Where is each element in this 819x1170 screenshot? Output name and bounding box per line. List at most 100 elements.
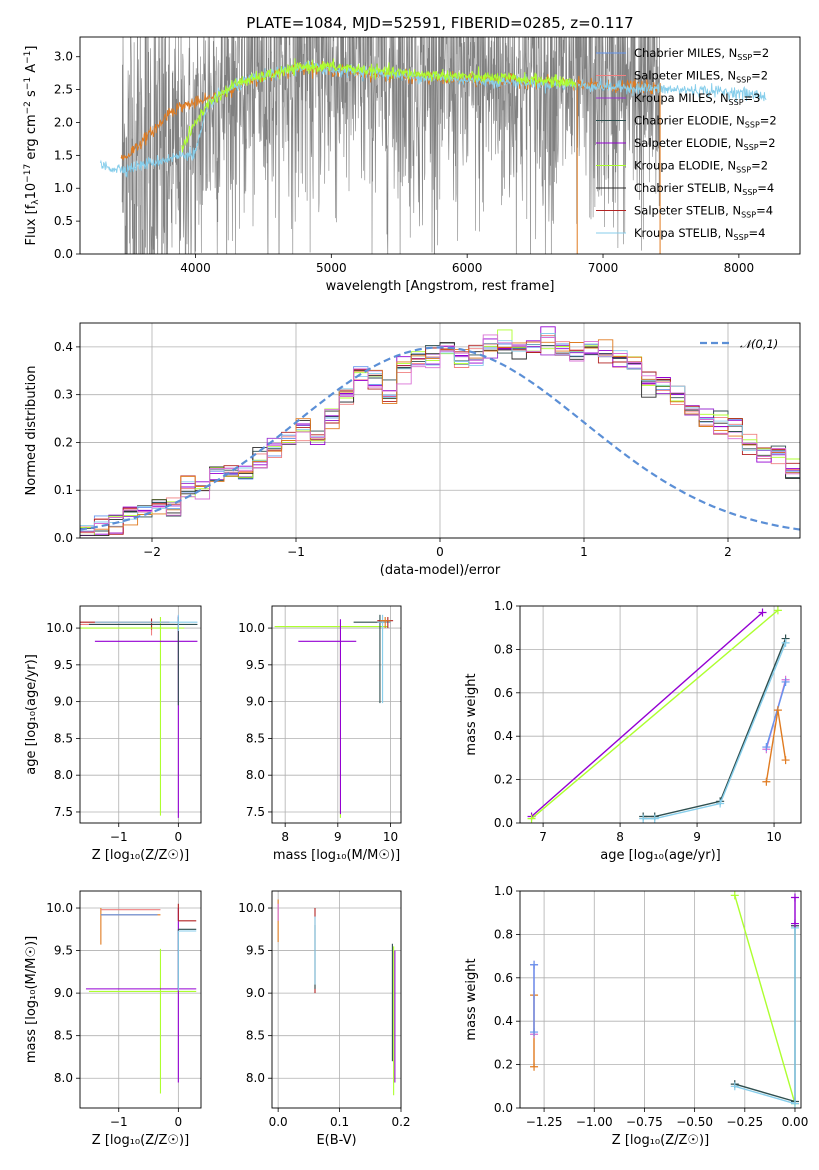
x-tick-label: 8 [281, 830, 289, 844]
legend-post: =2 [752, 46, 769, 60]
plot-area [530, 891, 799, 1108]
data-point-marker [762, 743, 771, 752]
legend-entry: Salpeter MILES, NSSP=2 [596, 69, 768, 85]
y-tick-label: 9.0 [54, 695, 73, 709]
series-line [734, 925, 796, 1103]
plot-area [80, 326, 800, 537]
series-line [531, 611, 763, 818]
x-tick-label: 9 [693, 830, 701, 844]
x-tick-label: −1 [110, 830, 128, 844]
x-tick-label: 6000 [452, 261, 483, 275]
y-tick-label: 0.4 [494, 1014, 513, 1028]
y-tick-label: 2.0 [54, 115, 73, 129]
data-point-marker [790, 919, 799, 928]
y-tick-label: 9.5 [54, 658, 73, 672]
error-cross [177, 930, 197, 991]
legend-post: =2 [760, 114, 777, 128]
legend-label: Salpeter STELIB, NSSP=4 [634, 204, 773, 220]
y-tick-label: 0.0 [54, 247, 73, 261]
x-tick-label: 0.1 [330, 1115, 349, 1129]
error-cross [88, 617, 198, 706]
y-tick-label: 7.5 [54, 805, 73, 819]
figure-title: PLATE=1084, MJD=52591, FIBERID=0285, z=0… [246, 14, 633, 32]
legend-sub: SSP [734, 233, 749, 242]
legend-sub: SSP [736, 76, 751, 85]
y-tick-label: 0.3 [54, 388, 73, 402]
x-axis-label: mass [log₁₀(M/M☉)] [273, 848, 400, 863]
y-tick-label: 10.0 [238, 901, 265, 915]
y-label-part: 10 [24, 183, 39, 200]
legend-label: 𝒩(0,1) [740, 337, 778, 351]
axes-frame [79, 36, 801, 255]
x-axis-label: Z [log₁₀(Z/Z☉)] [92, 1133, 189, 1148]
data-point-marker [781, 677, 790, 686]
y-tick-label: 0.2 [494, 1058, 513, 1072]
data-point-marker [650, 814, 659, 823]
x-tick-label: 5000 [316, 261, 347, 275]
error-cross [85, 908, 197, 1083]
legend-post: =4 [757, 181, 774, 195]
y-tick-label: 8.5 [246, 731, 265, 745]
y-label-part: Flux [f [24, 204, 39, 245]
y-tick-label: 8.0 [246, 1071, 265, 1085]
legend-sub: SSP [745, 121, 760, 130]
y-tick-label: 0.2 [494, 773, 513, 787]
chart-residuals: −2 −1 0 1 2 0.0 0.1 0.2 0.3 0.4 (data-model)/error… [24, 322, 801, 578]
series-line [734, 895, 796, 1104]
legend-entry: Salpeter STELIB, NSSP=4 [596, 204, 773, 220]
error-cross [298, 619, 357, 815]
series-line [643, 638, 787, 818]
histogram-step [80, 344, 800, 537]
y-tick-label: 9.5 [246, 658, 265, 672]
y-axis-label: age [log₁₀(age/yr)] [24, 654, 39, 775]
x-axis-label: E(B-V) [316, 1133, 356, 1148]
legend-label: Chabrier STELIB, NSSP=4 [634, 181, 774, 197]
histogram-step [80, 333, 800, 535]
x-tick-label: −2 [143, 545, 161, 559]
x-tick-label: 0.2 [391, 1115, 410, 1129]
y-tick-label: 10.0 [238, 621, 265, 635]
legend-sub: SSP [736, 166, 751, 175]
data-point-marker [730, 1082, 739, 1091]
y-label-part: A [24, 64, 39, 77]
data-point-marker [716, 799, 725, 808]
chart-mass-vs-z: −1 0 8.0 8.5 9.0 9.5 10.0 Z [log₁₀(Z/Z☉)] mass [… [24, 890, 202, 1148]
series-line [765, 681, 787, 748]
chart-mass-weight-vs-age: 7 8 9 10 0.0 0.2 0.4 0.6 0.8 1.0 age [log₁₀(age/yr… [464, 599, 802, 863]
y-tick-label: 9.0 [246, 986, 265, 1000]
y-tick-label: 10.0 [46, 901, 73, 915]
y-tick-label: 9.5 [54, 944, 73, 958]
y-axis-label: mass weight [464, 673, 479, 755]
y-label-part: −1 [23, 77, 33, 90]
plot-area [277, 899, 396, 1096]
axes-frame [79, 890, 202, 1109]
axes-frame [271, 605, 402, 824]
legend-pre: Kroupa STELIB, N [634, 226, 734, 240]
axes-frame [79, 605, 202, 824]
data-point-marker [730, 891, 739, 900]
plot-area [527, 606, 790, 823]
legend-post: =2 [751, 159, 768, 173]
y-tick-label: 0.6 [494, 971, 513, 985]
y-tick-label: 3.0 [54, 50, 73, 64]
x-tick-label: 0 [436, 545, 444, 559]
plot-area [274, 614, 394, 818]
error-cross [94, 615, 198, 818]
y-tick-label: 8.5 [246, 1029, 265, 1043]
y-tick-label: 8.0 [54, 768, 73, 782]
data-spectrum-line [121, 37, 661, 254]
x-axis-label: (data-model)/error [380, 563, 501, 578]
legend-sub: SSP [741, 211, 756, 220]
chart-mass-weight-vs-z: −1.25 −1.00 −0.75 −0.50 −0.25 0.00 0.0 0.2 0.4 0.… [464, 884, 808, 1148]
legend-pre: Kroupa ELODIE, N [634, 159, 736, 173]
y-tick-label: 0.8 [494, 642, 513, 656]
legend-sub: SSP [737, 53, 752, 62]
data-point-marker [530, 1028, 539, 1037]
data-point-marker [758, 608, 767, 617]
y-tick-label: 1.0 [54, 181, 73, 195]
data-point-marker [527, 814, 536, 823]
y-label-part: −1 [23, 51, 33, 64]
legend-post: =2 [759, 136, 776, 150]
y-tick-label: 7.5 [246, 805, 265, 819]
